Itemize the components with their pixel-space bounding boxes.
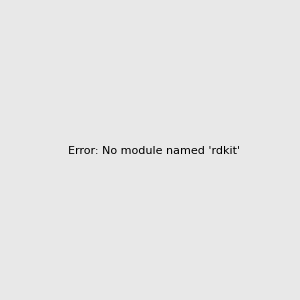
Text: Error: No module named 'rdkit': Error: No module named 'rdkit' [68,146,240,157]
